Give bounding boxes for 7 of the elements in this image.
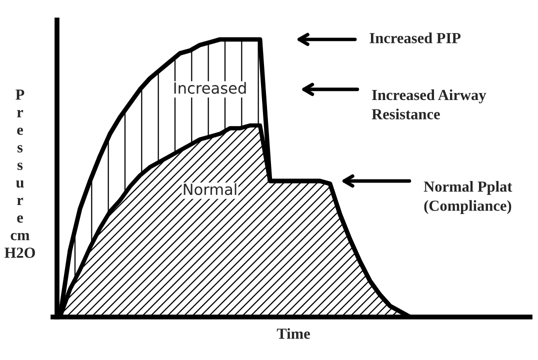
annotation: Increased PIP <box>370 32 461 44</box>
annotation: Increased Airway Resistance <box>372 89 486 120</box>
text: Pressure cm H2O <box>4 90 35 258</box>
text: Normal Pplat (Compliance) <box>424 180 512 214</box>
series-label: Increased <box>174 82 246 94</box>
series-label: Normal <box>184 183 236 196</box>
x-axis-title: Time <box>276 328 310 339</box>
